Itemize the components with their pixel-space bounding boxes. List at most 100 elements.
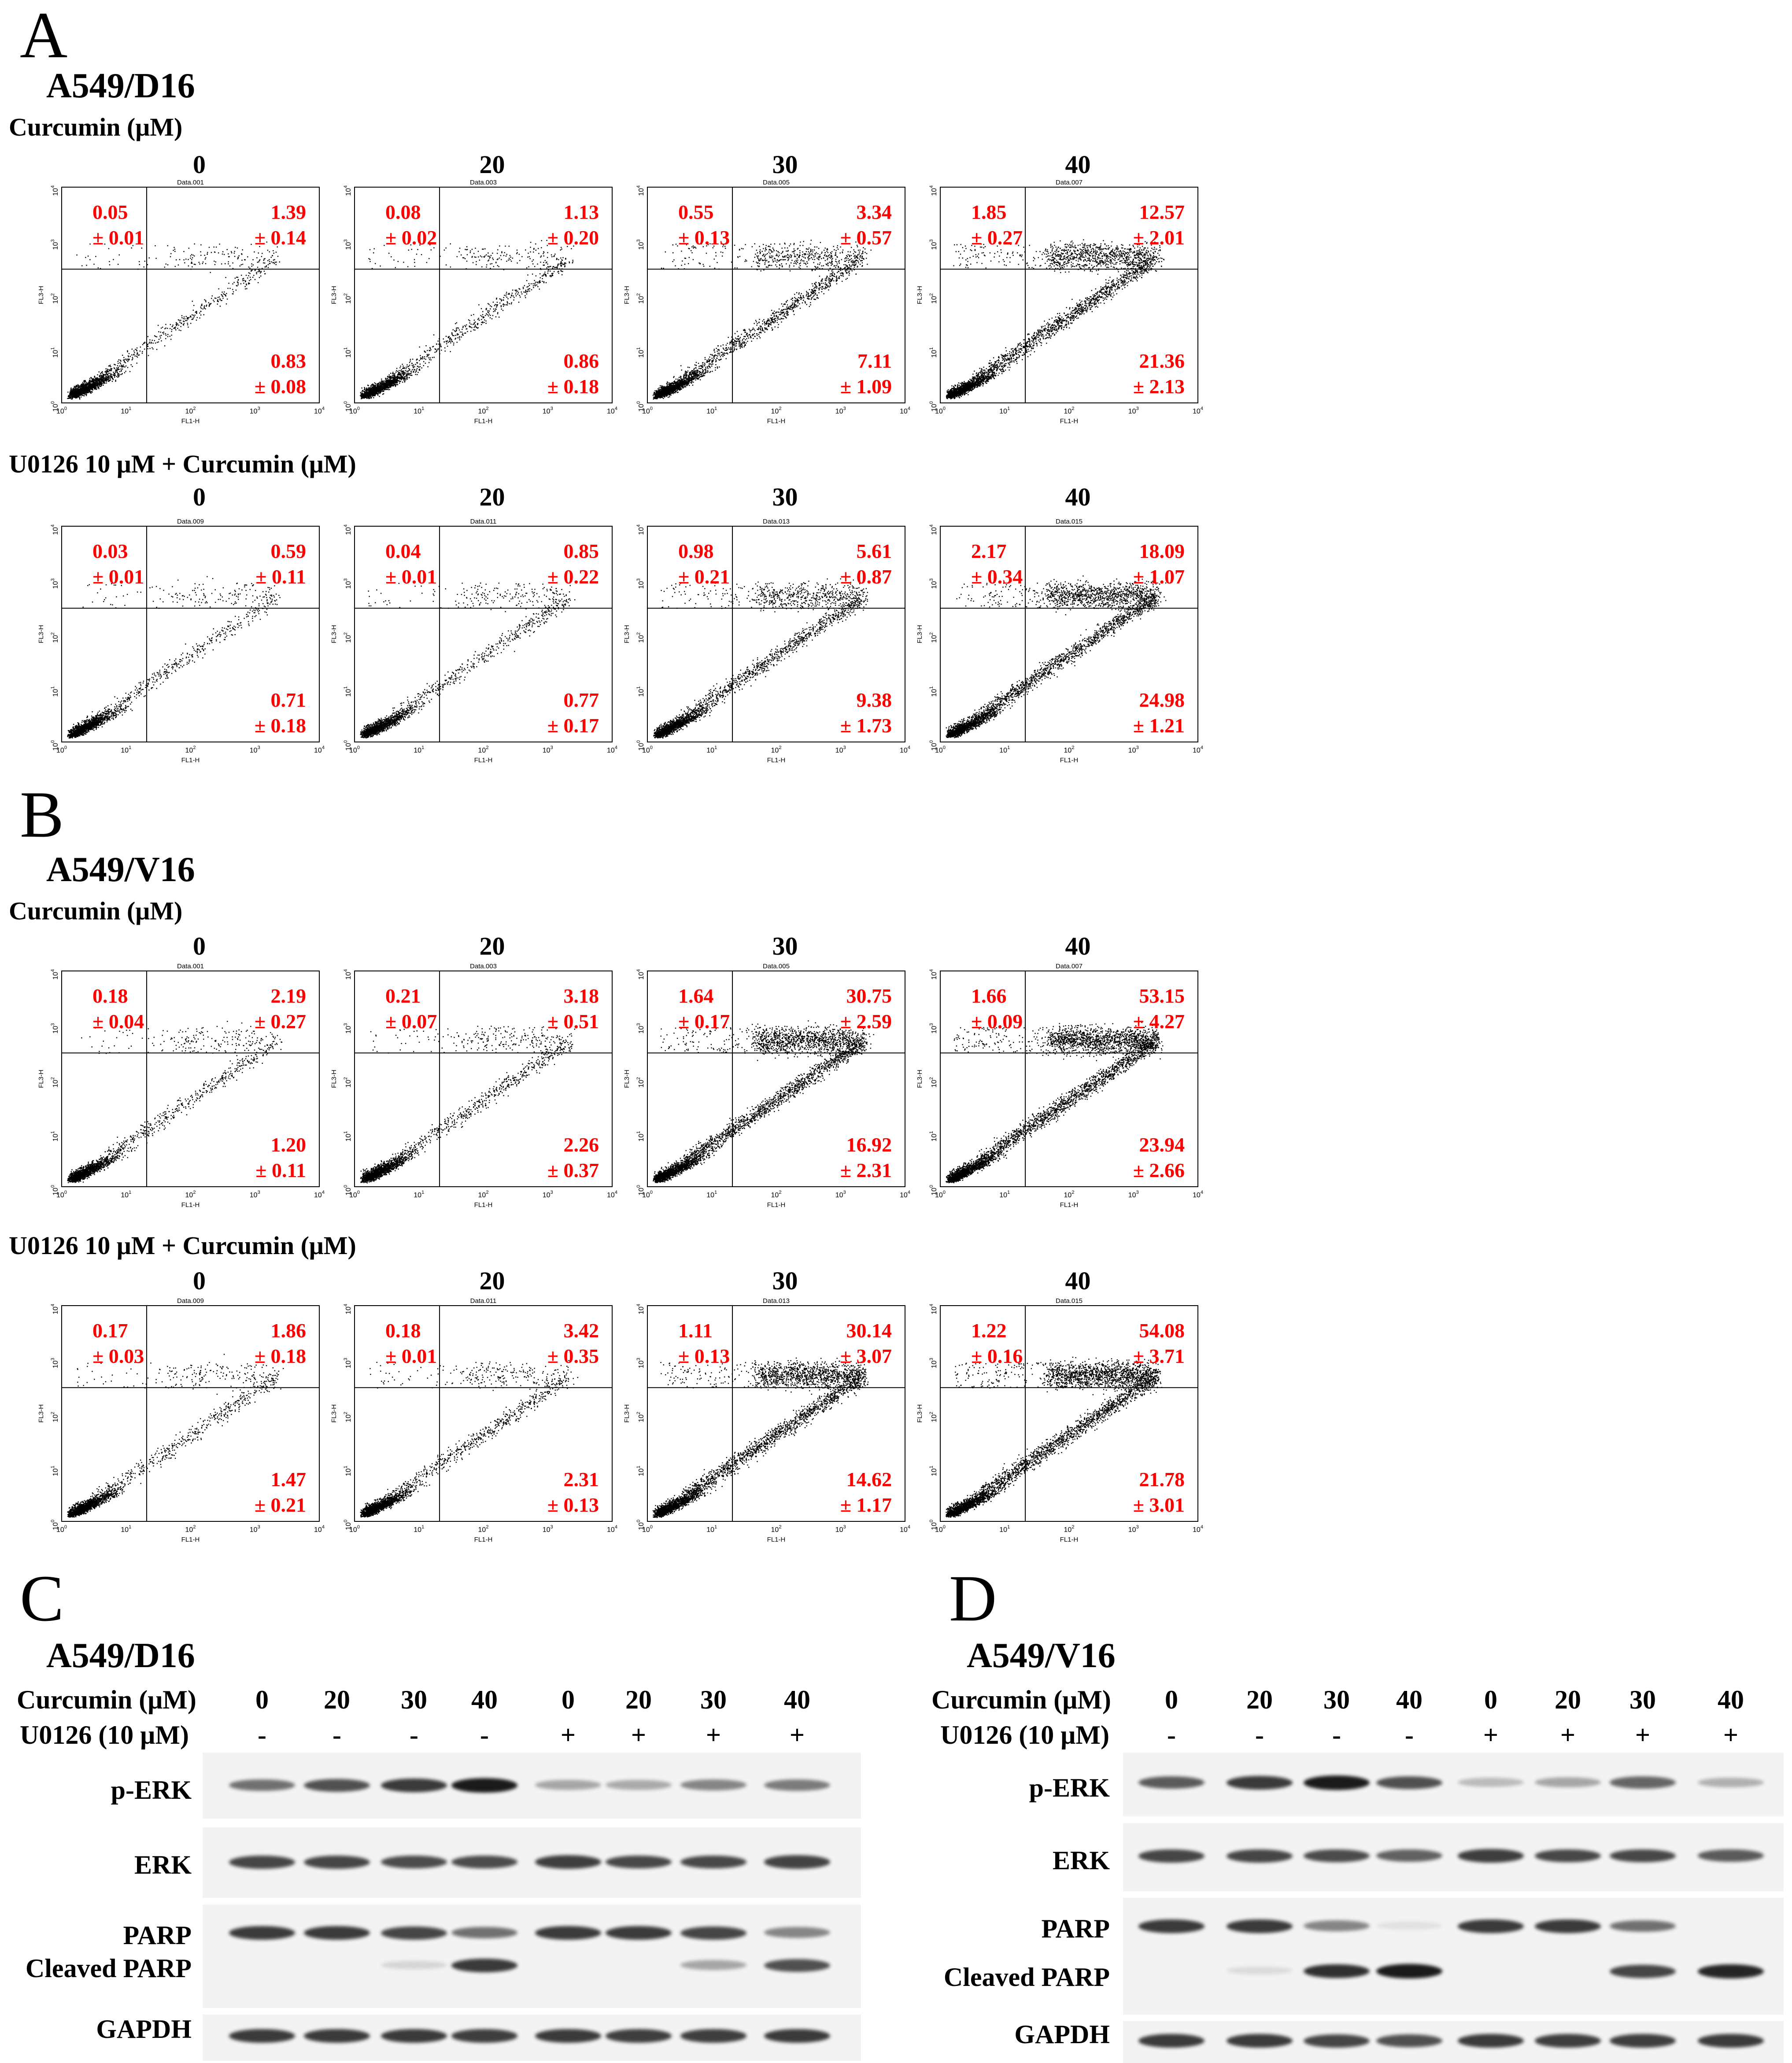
y-tick-label: 100 — [636, 1520, 645, 1530]
band-erk — [680, 1855, 746, 1869]
panel-d-erk-label: ERK — [978, 1847, 1110, 1874]
panel-c-u0126-label: U0126 (10 μM) — [20, 1722, 189, 1748]
band-cleaved — [1698, 1964, 1764, 1978]
concentration-label: 30 — [741, 1268, 829, 1294]
u0126-lane-value: - — [306, 1722, 368, 1748]
y-axis-label: FL3-H — [916, 625, 924, 643]
band-cleaved — [1227, 1966, 1293, 1975]
quadrant-upper-right-value: ± 0.51 — [547, 1010, 599, 1033]
quadrant-lower-right-value: 14.62 — [846, 1468, 892, 1491]
curcumin-lane-value: 0 — [1460, 1687, 1522, 1713]
x-tick-label: 102 — [478, 745, 489, 754]
y-tick-label: 100 — [636, 401, 645, 412]
quadrant-lower-right-value: ± 3.01 — [1133, 1494, 1185, 1516]
y-tick-label: 103 — [636, 240, 645, 250]
quadrant-upper-left-value: 1.85 — [971, 201, 1007, 223]
y-tick-label: 104 — [50, 1304, 59, 1314]
quadrant-lower-right-value: 0.77 — [564, 689, 599, 711]
y-axis-label: FL3-H — [330, 1404, 338, 1423]
quadrant-upper-right-value: ± 2.01 — [1133, 226, 1185, 249]
x-tick-label: 104 — [1193, 745, 1203, 754]
panel-a-row2-label: U0126 10 μM + Curcumin (μM) — [9, 451, 356, 477]
y-tick-label: 100 — [929, 401, 938, 412]
x-tick-label: 101 — [706, 406, 717, 415]
blot-strip-perk — [1123, 1753, 1784, 1816]
x-tick-label: 102 — [478, 1190, 489, 1199]
blot-strip-erk — [1123, 1823, 1784, 1891]
panel-c-cleaved-parp-label: Cleaved PARP — [9, 1955, 192, 1982]
panel-c-title: A549/D16 — [46, 1638, 195, 1673]
band-perk — [764, 1779, 830, 1791]
quadrant-lower-right-value: ± 0.11 — [255, 1159, 306, 1181]
quadrant-lower-right-value: 2.26 — [564, 1133, 599, 1156]
flow-dot-plot: Data.007 100 100 101 101 102 102 103 103 104 104 FL… — [905, 958, 1211, 1218]
y-tick-label: 101 — [636, 347, 645, 358]
y-axis-label: FL3-H — [330, 625, 338, 643]
curcumin-lane-value: 0 — [231, 1687, 293, 1713]
y-tick-label: 102 — [636, 1077, 645, 1088]
y-tick-label: 100 — [636, 740, 645, 751]
plot-header: Data.013 — [763, 1297, 790, 1305]
y-tick-label: 103 — [636, 579, 645, 589]
blot-strip-erk — [203, 1827, 861, 1898]
band-perk — [606, 1780, 672, 1790]
y-tick-label: 103 — [636, 1358, 645, 1369]
plot-dots — [946, 1357, 1163, 1518]
quadrant-upper-right-value: 53.15 — [1139, 985, 1185, 1007]
band-cleaved — [1610, 1964, 1676, 1978]
band-parp — [764, 1927, 830, 1938]
x-tick-label: 103 — [250, 745, 260, 754]
plot-header: Data.011 — [470, 518, 497, 525]
x-tick-label: 101 — [121, 1190, 131, 1199]
flow-plot-svg: Data.015100100101101102102103103104104FL… — [916, 518, 1203, 764]
quadrant-upper-right-value: 0.59 — [271, 540, 307, 562]
quadrant-upper-left-value: 2.17 — [971, 540, 1007, 562]
x-tick-label: 102 — [1064, 1190, 1075, 1199]
flow-plot-svg: Data.007100100101101102102103103104104FL… — [916, 963, 1203, 1209]
x-tick-label: 103 — [250, 1524, 260, 1534]
x-tick-label: 103 — [543, 745, 553, 754]
plot-dots — [360, 1360, 578, 1518]
concentration-label: 20 — [448, 1268, 536, 1294]
curcumin-lane-value: 30 — [1306, 1687, 1367, 1713]
plot-header: Data.003 — [470, 179, 497, 186]
y-tick-label: 102 — [343, 1077, 352, 1088]
quadrant-upper-left-value: ± 0.02 — [385, 226, 437, 249]
band-erk — [606, 1855, 672, 1869]
flow-dot-plot: Data.009 100 100 101 101 102 102 103 103 104 104 FL… — [26, 513, 333, 773]
band-gapdh — [1376, 2034, 1442, 2047]
y-tick-label: 104 — [636, 1304, 645, 1314]
u0126-lane-value: - — [231, 1722, 293, 1748]
plot-frame — [940, 526, 1198, 742]
flow-dot-plot: Data.003 100 100 101 101 102 102 103 103 104 104 FL… — [319, 958, 625, 1218]
y-tick-label: 102 — [636, 632, 645, 643]
plot-header: Data.015 — [1056, 518, 1083, 525]
quadrant-upper-left-value: 0.17 — [92, 1319, 128, 1342]
y-axis-label: FL3-H — [37, 1070, 45, 1088]
y-tick-label: 104 — [50, 524, 59, 535]
concentration-label: 20 — [448, 934, 536, 959]
quadrant-upper-left-value: 1.22 — [971, 1319, 1007, 1342]
plot-header: Data.015 — [1056, 1297, 1083, 1305]
flow-plot-svg: Data.003100100101101102102103103104104FL… — [330, 963, 617, 1209]
x-tick-label: 102 — [1064, 745, 1075, 754]
concentration-label: 40 — [1034, 934, 1122, 959]
quadrant-upper-right-value: ± 4.27 — [1133, 1010, 1185, 1033]
flow-dot-plot: Data.015 100 100 101 101 102 102 103 103 104 104 FL… — [905, 1292, 1211, 1552]
y-tick-label: 102 — [50, 1412, 59, 1422]
band-perk — [1376, 1776, 1442, 1789]
band-gapdh — [535, 2029, 601, 2043]
x-tick-label: 103 — [1128, 745, 1139, 754]
u0126-lane-value: - — [454, 1722, 515, 1748]
band-erk — [1535, 1849, 1601, 1863]
band-parp — [680, 1926, 746, 1940]
y-tick-label: 104 — [50, 969, 59, 980]
quadrant-upper-right-value: 1.39 — [271, 201, 307, 223]
quadrant-upper-right-value: 18.09 — [1139, 540, 1185, 562]
band-parp — [1304, 1920, 1370, 1932]
band-erk — [1610, 1849, 1676, 1863]
flow-plot-svg: Data.009100100101101102102103103104104FL… — [37, 1297, 325, 1543]
flow-dot-plot: Data.005 100 100 101 101 102 102 103 103 104 104 FL… — [612, 958, 918, 1218]
y-axis-label: FL3-H — [623, 1070, 631, 1088]
flow-dot-plot: Data.001 100 100 101 101 102 102 103 103 104 104 FL… — [26, 174, 333, 434]
